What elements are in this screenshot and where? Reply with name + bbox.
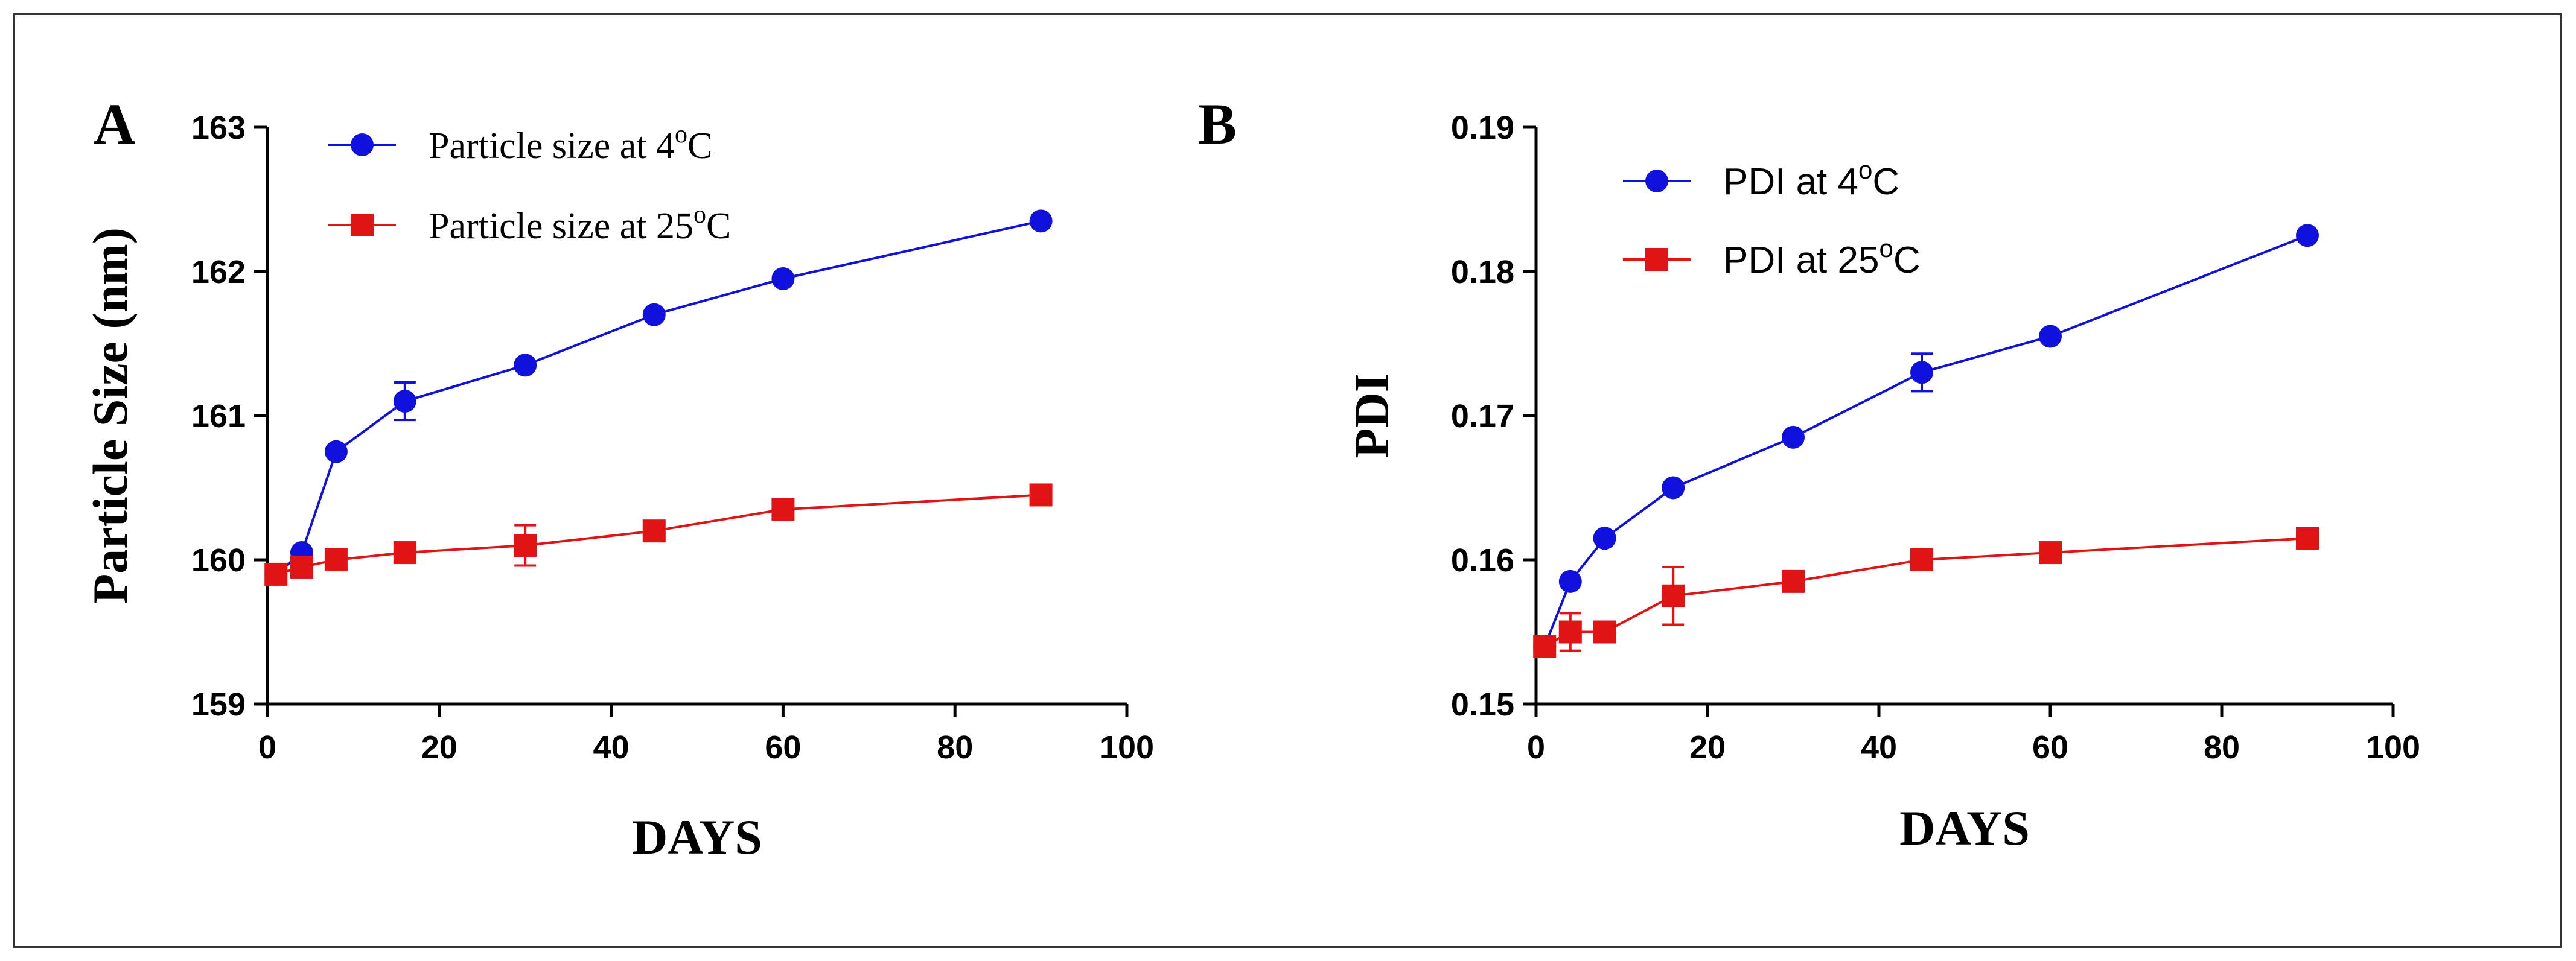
data-point: [324, 440, 348, 463]
data-point: [264, 562, 288, 586]
series-red: PDI at 25oC: [1533, 234, 2319, 658]
data-point: [2296, 224, 2319, 247]
legend-marker: [351, 214, 374, 236]
data-point: [514, 534, 537, 557]
data-point: [2296, 527, 2319, 550]
data-point: [2039, 325, 2062, 348]
data-point: [771, 498, 795, 521]
y-tick-label: 0.19: [1451, 110, 1514, 146]
y-tick-label: 0.16: [1451, 542, 1514, 579]
x-tick-label: 60: [765, 729, 801, 766]
legend-marker: [1645, 248, 1668, 271]
y-tick-label: 161: [191, 398, 246, 434]
panel-letter: B: [1198, 92, 1237, 156]
chart-panel-b: 0.15 0.16 0.17 0.18 0.19 0 20 40 60 80 100 DAYS PDI B…: [1198, 92, 2420, 855]
data-point: [642, 303, 666, 326]
x-axis-title: DAYS: [1899, 801, 2030, 855]
data-point: [771, 267, 795, 290]
data-point: [1029, 483, 1053, 507]
x-tick-label: 0: [1527, 729, 1545, 766]
x-tick-label: 20: [421, 729, 457, 766]
series-line: [1543, 234, 2308, 647]
series-red: Particle size at 25oC: [264, 201, 1053, 586]
legend-label: PDI at 25oC: [1723, 234, 1921, 281]
legend-label: Particle size at 4oC: [429, 121, 712, 167]
x-tick-label: 40: [1861, 729, 1897, 766]
chart-panel-a: 159 160 161 162 163 0 20 40 60 80 100 DAYS Particle …: [83, 92, 1154, 864]
data-point: [514, 354, 537, 377]
legend-marker: [1645, 170, 1668, 192]
y-tick-label: 0.18: [1451, 254, 1514, 290]
y-tick-label: 162: [191, 254, 246, 290]
data-point: [1558, 620, 1582, 644]
x-tick-label: 80: [937, 729, 973, 766]
data-point: [1558, 569, 1582, 593]
x-axis-title: DAYS: [632, 810, 762, 864]
data-point: [1533, 635, 1557, 658]
data-point: [1782, 425, 1805, 449]
data-point: [1782, 569, 1805, 593]
data-point: [393, 541, 416, 565]
data-point: [1593, 620, 1616, 644]
y-tick-label: 159: [191, 687, 246, 723]
y-axis-title: PDI: [1344, 373, 1399, 458]
x-tick-label: 0: [258, 729, 276, 766]
legend-label: PDI at 4oC: [1723, 156, 1899, 203]
data-point: [642, 519, 666, 543]
data-point: [1662, 476, 1685, 500]
data-point: [1662, 584, 1685, 607]
data-point: [1593, 527, 1616, 550]
x-tick-label: 40: [593, 729, 630, 766]
x-tick-label: 100: [1100, 729, 1154, 766]
x-tick-label: 80: [2204, 729, 2240, 766]
figure-frame: [13, 13, 2562, 948]
y-tick-label: 0.17: [1451, 398, 1514, 434]
y-axis-title: Particle Size (nm): [83, 227, 138, 604]
data-point: [290, 555, 313, 579]
panel-letter: A: [94, 92, 135, 156]
legend-marker: [351, 133, 374, 156]
series-blue: PDI at 4oC: [1533, 156, 2319, 658]
x-tick-label: 20: [1689, 729, 1726, 766]
data-point: [2039, 541, 2062, 565]
data-point: [1910, 548, 1933, 571]
data-point: [1910, 361, 1933, 384]
data-point: [393, 390, 416, 413]
legend-label: Particle size at 25oC: [429, 201, 731, 247]
data-point: [324, 548, 348, 571]
data-point: [1029, 209, 1053, 233]
y-tick-label: 160: [191, 542, 246, 579]
x-tick-label: 100: [2366, 729, 2420, 766]
series-line: [275, 220, 1042, 576]
y-tick-label: 163: [191, 110, 246, 146]
x-tick-label: 60: [2032, 729, 2068, 766]
y-tick-label: 0.15: [1451, 687, 1514, 723]
series-blue: Particle size at 4oC: [264, 121, 1053, 586]
